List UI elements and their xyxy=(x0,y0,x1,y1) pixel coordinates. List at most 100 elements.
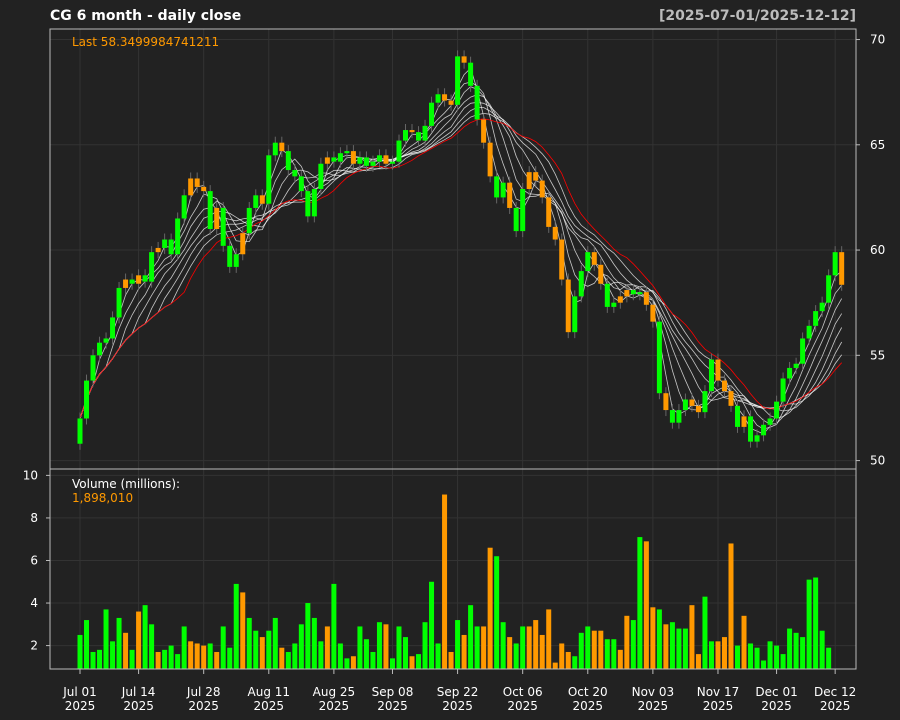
candle xyxy=(663,393,669,411)
candle xyxy=(272,142,278,156)
moving-average-line xyxy=(79,86,843,425)
candle xyxy=(155,247,161,253)
date-tick-label: Aug 25 xyxy=(313,685,356,699)
candle xyxy=(474,85,480,120)
candle xyxy=(123,279,129,288)
volume-bar xyxy=(168,645,174,669)
volume-bar xyxy=(311,617,317,669)
volume-bar xyxy=(761,660,767,669)
volume-value: 1,898,010 xyxy=(72,491,133,505)
candle xyxy=(389,161,395,164)
volume-bars xyxy=(77,494,832,669)
volume-bar xyxy=(813,577,819,669)
candle xyxy=(591,252,597,265)
date-tick-year: 2025 xyxy=(123,699,154,713)
volume-bar xyxy=(416,654,422,669)
date-tick-year: 2025 xyxy=(442,699,473,713)
candle xyxy=(246,207,252,234)
volume-bar xyxy=(663,624,669,669)
date-tick-year: 2025 xyxy=(188,699,219,713)
candle xyxy=(435,94,441,103)
price-tick-label: 70 xyxy=(870,33,885,47)
candle xyxy=(611,302,617,307)
candle xyxy=(455,56,461,105)
candle xyxy=(630,290,636,295)
volume-bar xyxy=(318,641,324,669)
volume-bar xyxy=(409,656,415,669)
candle xyxy=(409,130,415,133)
candle xyxy=(370,161,376,166)
volume-bar xyxy=(565,651,571,669)
moving-average-line xyxy=(79,118,842,419)
candle xyxy=(552,226,558,240)
volume-bar xyxy=(116,617,122,669)
candle xyxy=(357,157,363,164)
date-tick-label: Aug 11 xyxy=(248,685,291,699)
volume-bar xyxy=(331,583,337,669)
volume-bar xyxy=(721,637,727,669)
volume-bar xyxy=(591,630,597,669)
price-tick-label: 65 xyxy=(870,138,885,152)
moving-average-line xyxy=(79,112,843,419)
candle xyxy=(676,410,682,423)
candle xyxy=(331,157,337,162)
volume-bar xyxy=(442,494,448,669)
volume-tick-label: 4 xyxy=(30,596,38,610)
volume-bar xyxy=(84,620,90,669)
volume-bar xyxy=(292,643,298,669)
candle xyxy=(311,189,317,217)
candle xyxy=(806,325,812,339)
volume-bar xyxy=(90,651,96,669)
candle xyxy=(207,191,213,229)
candle xyxy=(624,290,630,297)
volume-bar xyxy=(110,641,116,669)
volume-bar xyxy=(682,628,688,669)
volume-bar xyxy=(513,643,519,669)
volume-bar xyxy=(767,641,773,669)
candle xyxy=(214,207,220,229)
date-tick-year: 2025 xyxy=(638,699,669,713)
volume-bar xyxy=(669,622,675,669)
volume-bar xyxy=(474,626,480,669)
volume-bar xyxy=(754,647,760,669)
candle xyxy=(220,207,226,246)
candle xyxy=(702,391,708,413)
candle xyxy=(324,157,330,164)
volume-bar xyxy=(266,630,272,669)
volume-bar xyxy=(552,662,558,669)
candle xyxy=(103,338,109,343)
candle xyxy=(533,172,539,181)
candle xyxy=(780,378,786,402)
candle xyxy=(429,102,435,126)
volume-bar xyxy=(585,626,591,669)
volume-bar xyxy=(201,645,207,669)
candle xyxy=(461,56,467,63)
date-tick-label: Jul 01 xyxy=(62,685,97,699)
candle xyxy=(793,363,799,368)
candle xyxy=(617,296,623,303)
candle xyxy=(396,140,402,162)
volume-bar xyxy=(403,637,408,669)
date-tick-label: Sep 08 xyxy=(372,685,414,699)
volume-bar xyxy=(142,605,148,669)
volume-tick-label: 6 xyxy=(30,553,38,567)
volume-bar xyxy=(715,641,721,669)
candle xyxy=(754,435,760,442)
candle xyxy=(363,157,369,166)
candle xyxy=(500,182,506,198)
volume-bar xyxy=(656,609,662,669)
candle xyxy=(142,275,148,282)
volume-bar xyxy=(604,639,610,669)
candle xyxy=(572,296,578,333)
volume-bar xyxy=(227,647,233,669)
volume-bar xyxy=(162,649,168,669)
volume-bar xyxy=(324,626,330,669)
date-tick-year: 2025 xyxy=(377,699,408,713)
candle xyxy=(90,355,96,381)
candle xyxy=(259,195,265,204)
volume-bar xyxy=(363,639,369,669)
candle xyxy=(539,180,545,198)
date-tick-year: 2025 xyxy=(703,699,734,713)
candle xyxy=(136,275,142,284)
candle xyxy=(181,195,187,219)
